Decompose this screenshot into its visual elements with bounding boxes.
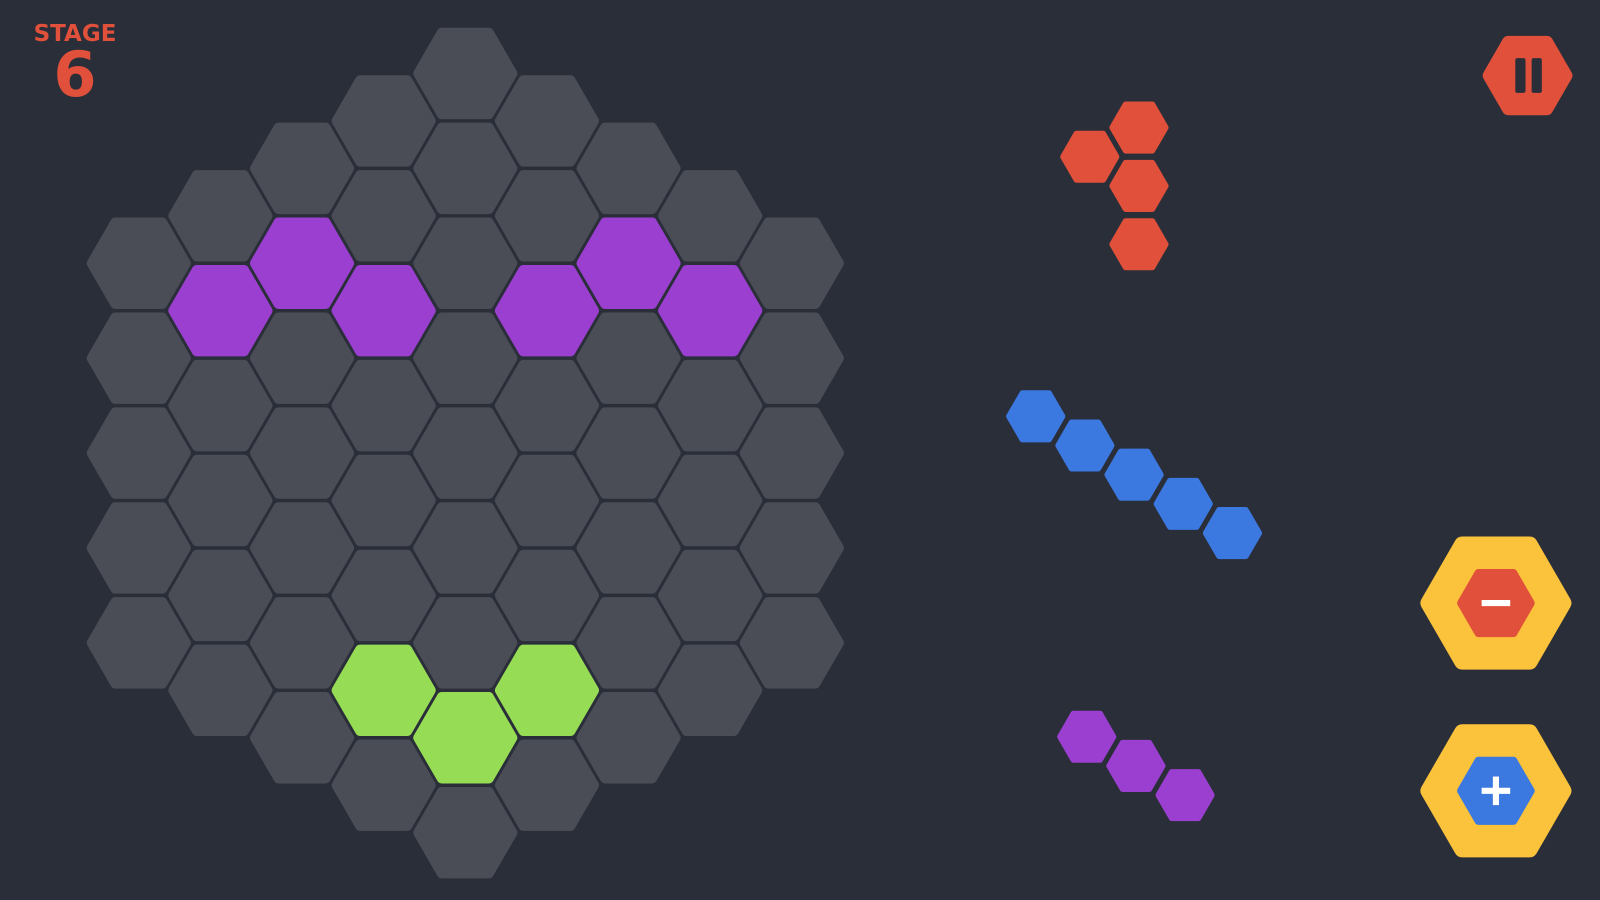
piece-cell [1202, 507, 1263, 560]
board-cell-empty[interactable] [331, 549, 436, 642]
board-cell-empty[interactable] [413, 786, 518, 879]
piece-tray [1006, 101, 1263, 822]
board-cell-green[interactable] [413, 692, 518, 784]
zoom-out-button[interactable] [1420, 536, 1572, 670]
board-cell-empty[interactable] [168, 359, 273, 452]
board-cell-empty[interactable] [739, 502, 844, 594]
stage-indicator: STAGE 6 [20, 21, 130, 111]
piece-cell [1155, 769, 1215, 822]
board-cell-empty[interactable] [413, 27, 518, 120]
board-cell-purple[interactable] [331, 265, 436, 357]
board-cell-empty[interactable] [576, 407, 681, 499]
board-cell-empty[interactable] [413, 407, 518, 499]
board-cell-purple[interactable] [576, 217, 681, 309]
board-cell-empty[interactable] [86, 217, 191, 309]
board-cell-purple[interactable] [250, 217, 355, 309]
board-cell-green[interactable] [331, 644, 436, 737]
board-cell-empty[interactable] [494, 75, 599, 167]
board-cell-empty[interactable] [331, 170, 436, 262]
board-cell-empty[interactable] [250, 407, 355, 499]
pause-button[interactable] [1482, 35, 1573, 116]
board-cell-empty[interactable] [494, 454, 599, 547]
piece-cell [1060, 130, 1120, 183]
board-cell-empty[interactable] [494, 739, 599, 831]
board-cell-empty[interactable] [168, 454, 273, 547]
piece-cell [1106, 739, 1166, 792]
board-cell-empty[interactable] [658, 549, 763, 642]
board-cell-empty[interactable] [250, 122, 355, 215]
purple-piece[interactable] [1057, 710, 1215, 822]
board-cell-empty[interactable] [576, 502, 681, 594]
board-cell-empty[interactable] [658, 644, 763, 737]
board-cell-empty[interactable] [576, 597, 681, 689]
board-cell-empty[interactable] [494, 359, 599, 452]
board-cell-empty[interactable] [86, 597, 191, 689]
board-cell-empty[interactable] [658, 170, 763, 262]
board-cell-empty[interactable] [331, 739, 436, 831]
piece-cell [1104, 448, 1164, 501]
board-cell-empty[interactable] [86, 502, 191, 594]
pause-button-bg[interactable] [1482, 35, 1573, 116]
board-cell-empty[interactable] [413, 122, 518, 215]
board-cell-empty[interactable] [739, 597, 844, 689]
board-cell-empty[interactable] [413, 312, 518, 404]
board-cell-green[interactable] [494, 644, 599, 737]
board-cell-empty[interactable] [86, 407, 191, 499]
board-cell-empty[interactable] [250, 692, 355, 784]
piece-cell [1153, 477, 1213, 530]
piece-cell [1055, 419, 1115, 472]
board-cell-empty[interactable] [331, 454, 436, 547]
minus-icon [1481, 600, 1511, 607]
board-cell-empty[interactable] [413, 502, 518, 594]
zoom-in-button[interactable] [1420, 724, 1572, 858]
board-cell-empty[interactable] [86, 312, 191, 404]
board-cell-empty[interactable] [168, 549, 273, 642]
board-cell-empty[interactable] [739, 407, 844, 499]
board-cell-empty[interactable] [494, 170, 599, 262]
board-cell-purple[interactable] [168, 265, 273, 357]
piece-cell [1109, 218, 1169, 271]
board-cell-empty[interactable] [331, 359, 436, 452]
plus-icon [1481, 776, 1511, 806]
board-cell-empty[interactable] [494, 549, 599, 642]
piece-cell [1006, 390, 1066, 443]
blue-piece[interactable] [1006, 390, 1263, 560]
board-cell-purple[interactable] [494, 265, 599, 357]
board-cell-empty[interactable] [331, 75, 436, 167]
board-cell-empty[interactable] [168, 644, 273, 737]
stage-label: STAGE [33, 21, 117, 47]
board-cell-empty[interactable] [413, 597, 518, 689]
pause-icon [1515, 58, 1542, 93]
board-cell-empty[interactable] [576, 312, 681, 404]
stage-number: 6 [53, 38, 97, 111]
piece-cell [1109, 159, 1169, 212]
board-cell-purple[interactable] [658, 265, 763, 357]
board-cell-empty[interactable] [576, 122, 681, 215]
board-cell-empty[interactable] [250, 502, 355, 594]
piece-cell [1057, 710, 1117, 763]
board-cell-empty[interactable] [739, 217, 844, 309]
board-cell-empty[interactable] [658, 359, 763, 452]
board-cell-empty[interactable] [739, 312, 844, 404]
board-cell-empty[interactable] [168, 170, 273, 262]
board-cell-empty[interactable] [658, 454, 763, 547]
board-cell-empty[interactable] [250, 312, 355, 404]
board-cell-empty[interactable] [576, 692, 681, 784]
piece-cell [1109, 101, 1169, 154]
board-cell-empty[interactable] [413, 217, 518, 309]
hex-board [86, 27, 844, 879]
red-piece[interactable] [1060, 101, 1169, 271]
board-cell-empty[interactable] [250, 597, 355, 689]
